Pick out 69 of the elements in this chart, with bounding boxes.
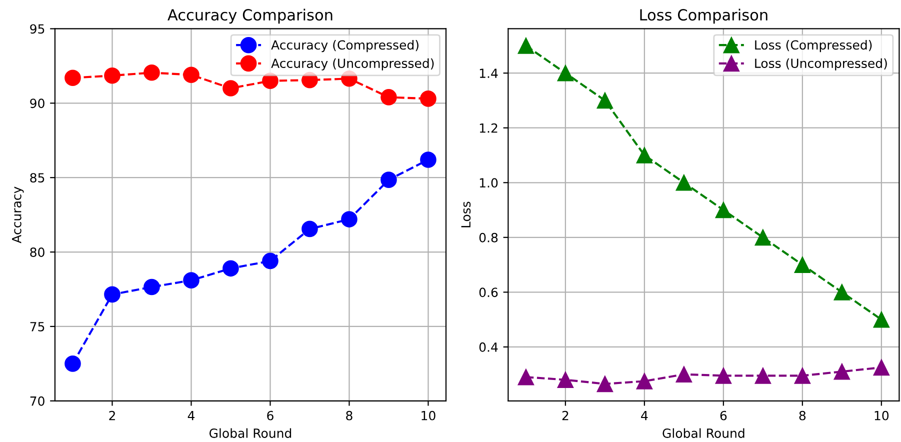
point xyxy=(557,64,574,82)
y-tick-label: 70 xyxy=(30,396,44,406)
y-tick-label: 85 xyxy=(30,173,44,183)
point xyxy=(518,368,534,386)
y-tick-label: 90 xyxy=(30,98,44,108)
x-tick-label: 10 xyxy=(874,410,889,420)
point xyxy=(596,376,614,392)
point xyxy=(834,284,850,300)
y-tick-label: 0.6 xyxy=(479,288,498,298)
point xyxy=(518,38,534,54)
x-tick-label: 8 xyxy=(799,410,806,420)
point xyxy=(104,67,120,84)
x-tick-label: 4 xyxy=(641,411,648,420)
x-tick-label: 10 xyxy=(422,410,436,420)
point xyxy=(834,363,850,380)
x-tick-label: 2 xyxy=(109,410,115,420)
point xyxy=(794,256,811,273)
x-tick-label: 4 xyxy=(188,411,195,420)
point xyxy=(754,229,772,246)
y-tick-label: 0.8 xyxy=(479,232,498,242)
legend-label: Accuracy (Uncompressed) xyxy=(271,58,434,70)
y-tick-label: 1.2 xyxy=(480,123,498,133)
point xyxy=(144,278,160,296)
point xyxy=(873,359,890,376)
point xyxy=(341,211,358,228)
x-tick-label: 6 xyxy=(267,410,274,420)
point xyxy=(183,66,200,84)
point xyxy=(754,368,772,384)
x-tick-label: 6 xyxy=(720,410,727,420)
point xyxy=(380,89,397,106)
point xyxy=(636,147,653,164)
point xyxy=(144,64,160,81)
point xyxy=(715,368,732,384)
point xyxy=(873,311,890,328)
y-tick-label: 1.0 xyxy=(480,178,498,188)
legend-label: Accuracy (Compressed) xyxy=(271,40,418,52)
y-tick-label: 80 xyxy=(30,248,44,257)
point xyxy=(676,366,692,382)
point xyxy=(302,220,318,238)
point xyxy=(557,372,574,388)
point xyxy=(420,152,436,168)
point xyxy=(380,172,397,188)
point xyxy=(794,368,811,384)
chart-title: Accuracy Comparison xyxy=(168,8,332,24)
point xyxy=(104,286,120,303)
chart-title: Loss Comparison xyxy=(640,8,768,24)
point xyxy=(64,356,81,372)
x-axis-title: Global Round xyxy=(662,428,744,438)
point xyxy=(262,252,278,270)
legend-label: Loss (Compressed) xyxy=(755,40,872,52)
point xyxy=(420,90,436,107)
point xyxy=(222,80,239,96)
point xyxy=(636,373,653,390)
y-axis-title: Accuracy xyxy=(12,186,24,244)
x-tick-label: 8 xyxy=(346,410,352,420)
y-tick-label: 75 xyxy=(30,322,44,332)
point xyxy=(596,92,614,109)
x-tick-label: 2 xyxy=(562,410,568,420)
legend-label: Loss (Uncompressed) xyxy=(755,58,887,70)
y-tick-label: 0.4 xyxy=(479,342,498,352)
point xyxy=(64,70,81,86)
y-tick-label: 1.4 xyxy=(480,68,498,78)
y-tick-label: 95 xyxy=(30,24,44,34)
point xyxy=(715,202,732,218)
point xyxy=(222,260,239,277)
x-axis-title: Global Round xyxy=(209,428,292,438)
point xyxy=(676,174,692,191)
y-axis-title: Loss xyxy=(461,202,471,228)
point xyxy=(183,272,200,288)
